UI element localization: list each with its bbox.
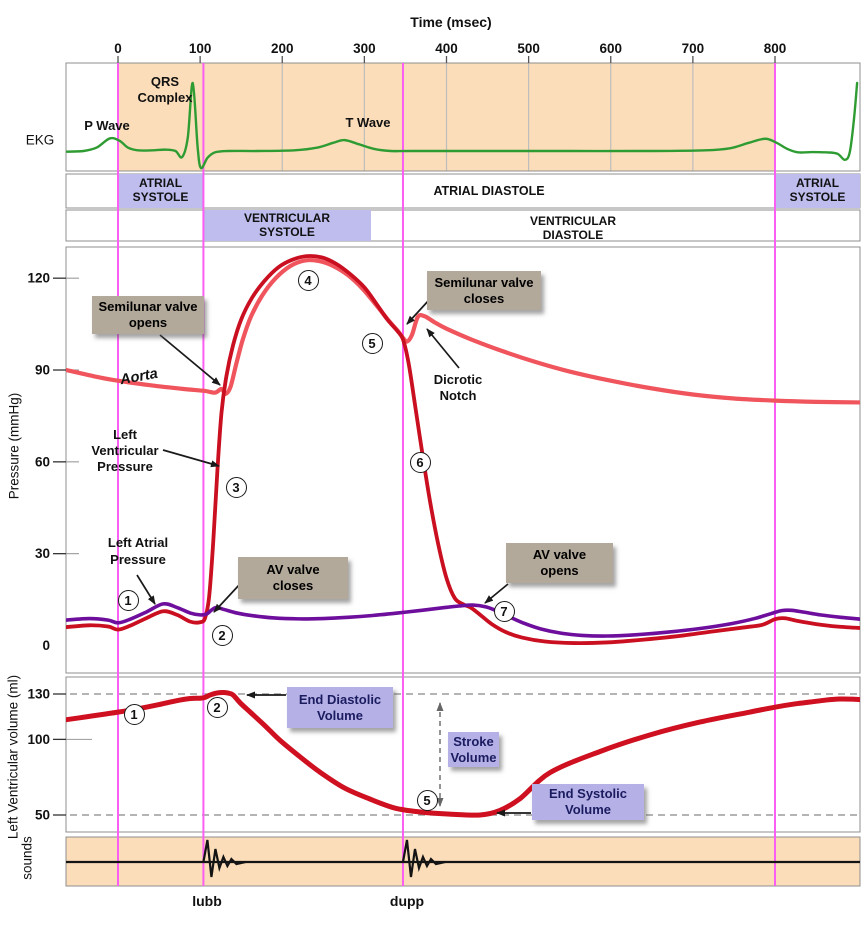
atrial-systole-right-box (775, 174, 860, 208)
dicrotic-notch-label: Dicrotic Notch (433, 371, 483, 403)
callout-stroke-volume: Stroke Volume (448, 732, 499, 767)
pressure-tick-label-120: 120 (27, 271, 50, 286)
callout-semilunar-valve-opens: Semilunar valve opens (92, 296, 204, 334)
phase-ventricular-systole: VENTRICULAR SYSTOLE (244, 210, 330, 239)
time-axis-title: Time (msec) (410, 14, 492, 30)
pressure-tick-label-0: 0 (42, 638, 50, 653)
sound-burst-dupp (401, 839, 446, 878)
callout-end-diastolic-volume: End Diastolic Volume (287, 687, 393, 728)
phase-atrial-diastole: ATRIAL DIASTOLE (433, 183, 545, 198)
phase-marker-2: 2 (206, 696, 228, 718)
arrow-left-ventricular-pressure-label (162, 449, 220, 468)
phase-marker-1: 1 (123, 703, 145, 725)
ekg-panel-border (65, 62, 861, 172)
phase-atrial-systole-left: ATRIAL SYSTOLE (132, 176, 189, 204)
phase-marker-4: 4 (297, 269, 319, 291)
left-ventricular-pressure-label: Left Ventricular Pressure (91, 426, 159, 475)
arrow-dicrotic-notch-label (426, 328, 460, 369)
curve-left-atrial-pressure (66, 601, 860, 638)
time-tick-label-700: 700 (682, 41, 705, 56)
phase-ventricular-diastole: VENTRICULAR DIASTOLE (530, 213, 616, 242)
time-tick-label-0: 0 (114, 41, 122, 56)
qrs-complex-label: QRS Complex (137, 73, 193, 105)
atrial-systole-left-box (118, 174, 203, 208)
curve-left-ventricular-pressure (66, 254, 860, 645)
pressure-tick-label-30: 30 (35, 546, 50, 561)
curve-ekg (66, 81, 859, 170)
time-tick-label-400: 400 (435, 41, 458, 56)
time-tick-label-800: 800 (764, 41, 787, 56)
time-tick-label-100: 100 (189, 41, 212, 56)
t-wave-label: T Wave (345, 114, 391, 130)
ventricular-phase-row (65, 209, 861, 242)
time-tick-label-300: 300 (353, 41, 376, 56)
volume-tick-label-130: 130 (27, 687, 50, 702)
time-tick-label-600: 600 (599, 41, 622, 56)
phase-marker-1: 1 (117, 589, 139, 611)
phase-marker-5: 5 (416, 789, 438, 811)
pressure-tick-label-90: 90 (35, 363, 50, 378)
heart-sound-s1-label: lubb (192, 893, 222, 909)
phase-marker-6: 6 (409, 451, 431, 473)
phase-atrial-systole-right: ATRIAL SYSTOLE (789, 176, 846, 204)
time-tick-label-500: 500 (517, 41, 540, 56)
arrow-semilunar-valve-closes (406, 299, 430, 325)
callout-end-systolic-volume: End Systolic Volume (532, 784, 644, 820)
pressure-tick-label-60: 60 (35, 454, 50, 469)
arrow-left-atrial-pressure-label (136, 574, 156, 605)
ekg-label: EKG (25, 132, 55, 148)
phase-marker-2: 2 (211, 624, 233, 646)
ventricular-systole-box (203, 210, 371, 241)
left-atrial-pressure-label: Left Atrial Pressure (107, 535, 169, 567)
heart-sound-s2-label: dupp (389, 893, 425, 909)
sound-burst-lubb (202, 839, 246, 878)
sounds-label: sounds (19, 836, 35, 880)
phase-marker-7: 7 (493, 600, 515, 622)
callout-semilunar-valve-closes: Semilunar valve closes (427, 271, 541, 310)
pressure-axis-label: Pressure (mmHg) (6, 392, 22, 500)
time-tick-label-200: 200 (271, 41, 294, 56)
callout-av-valve-opens: AV valve opens (506, 543, 613, 583)
phase-marker-5: 5 (361, 332, 383, 354)
phase-marker-3: 3 (225, 476, 247, 498)
callout-av-valve-closes: AV valve closes (238, 557, 348, 599)
volume-tick-label-50: 50 (35, 808, 50, 823)
p-wave-label: P Wave (84, 117, 130, 133)
curve-left-ventricular-volume (66, 689, 860, 818)
volume-tick-label-100: 100 (27, 732, 50, 747)
arrow-av-valve-opens (484, 583, 509, 604)
volume-axis-label: Left Ventricular volume (ml) (5, 674, 21, 840)
arrow-semilunar-valve-opens (159, 334, 221, 386)
arrow-av-valve-closes (213, 583, 241, 613)
